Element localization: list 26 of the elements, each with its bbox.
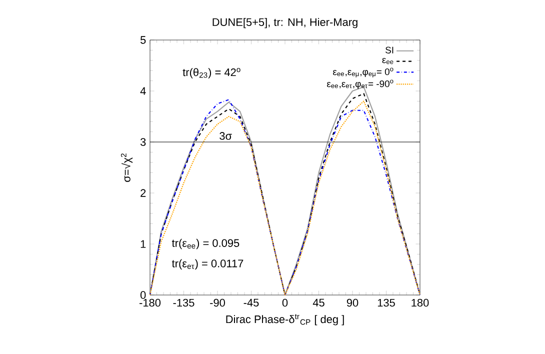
y-tick-label: 1 bbox=[140, 240, 146, 248]
x-tick-label: 90 bbox=[346, 298, 358, 307]
ref-line-label: 3σ bbox=[220, 132, 232, 140]
x-tick-label: 0 bbox=[282, 298, 288, 307]
y-tick-label: 4 bbox=[140, 87, 146, 95]
x-tick-label: -90 bbox=[210, 298, 225, 307]
y-axis-title: σ=√χ$^{2}$ bbox=[120, 154, 133, 182]
legend-label: ε$_{ee}$,ε$_{eτ}$,φ$_{eτ}$= -90$^{o}$ bbox=[327, 80, 394, 90]
annotation: tr(ε$_{eτ}$) = 0.0117 bbox=[172, 259, 244, 270]
x-tick-label: -135 bbox=[173, 298, 194, 307]
x-axis-title: Dirac Phase-δ$^{tr}$$_{CP}$ [ deg ] bbox=[226, 314, 344, 326]
legend-label: SI bbox=[386, 46, 394, 54]
x-tick-label: -45 bbox=[244, 298, 259, 306]
legend-label: ε$_{ee}$,ε$_{eμ}$,φ$_{eμ}$= 0$^{o}$ bbox=[333, 68, 394, 78]
x-tick-label: -180 bbox=[140, 298, 161, 307]
x-tick-label: 180 bbox=[412, 298, 429, 307]
y-tick-label: 0 bbox=[140, 291, 146, 299]
x-tick-label: 45 bbox=[312, 298, 324, 306]
y-tick-label: 5 bbox=[140, 36, 146, 44]
legend-label: ε$_{ee}$ bbox=[382, 58, 394, 64]
x-tick-label: 135 bbox=[378, 298, 395, 307]
chart-title: DUNE[5+5], tr: NH, Hier-Marg bbox=[212, 18, 358, 28]
y-tick-label: 3 bbox=[140, 138, 146, 146]
y-tick-label: 2 bbox=[140, 189, 146, 197]
annotation: tr(ε$_{ee}$) = 0.095 bbox=[172, 238, 240, 250]
annotation: tr(θ$_{23}$) = 42$^{o}$ bbox=[182, 68, 240, 78]
